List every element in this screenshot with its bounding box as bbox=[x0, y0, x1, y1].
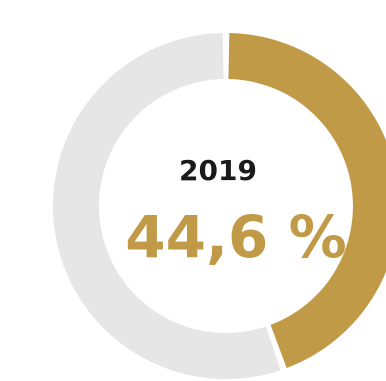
donut-slice-value bbox=[228, 33, 386, 368]
year-label: 2019 bbox=[179, 154, 257, 187]
donut-slices bbox=[53, 33, 386, 379]
donut-slice-remainder bbox=[53, 33, 281, 379]
percentage-value-label: 44,6 % bbox=[125, 203, 346, 271]
